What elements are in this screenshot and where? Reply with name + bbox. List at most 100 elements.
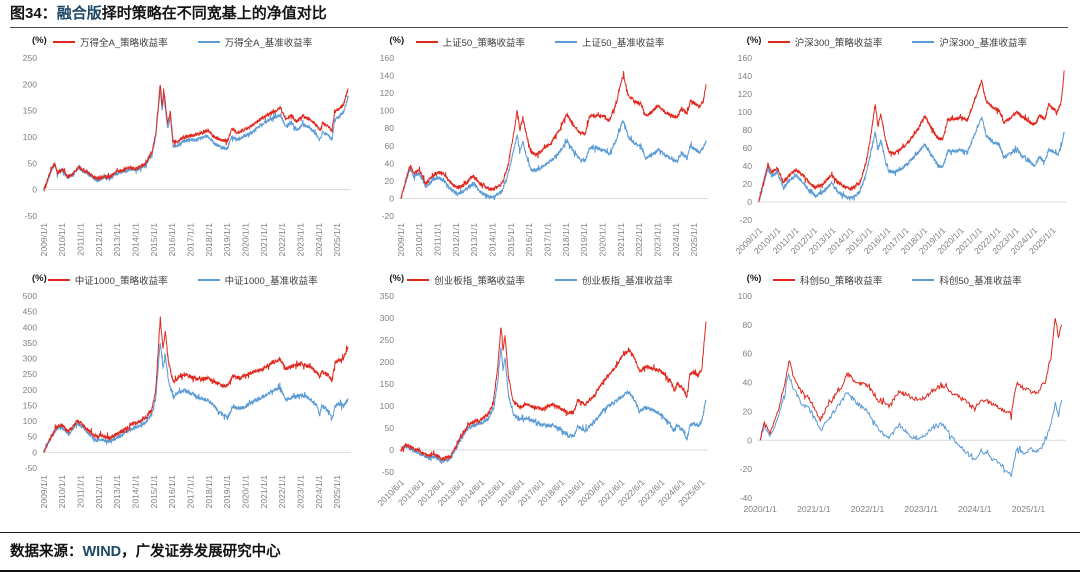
y-tick-label: 500 xyxy=(23,291,38,301)
legend-label: 创业板指_基准收益率 xyxy=(581,276,673,287)
chart-legend: (%) 科创50_策略收益率 科创50_基准收益率 xyxy=(721,270,1074,290)
x-tick-label: 2023/1/1 xyxy=(904,504,938,514)
x-tick-label: 2012/1/1 xyxy=(94,223,104,257)
y-axis-unit-label: (%) xyxy=(389,35,405,46)
x-tick-label: 2021/1/1 xyxy=(616,223,626,257)
y-tick-label: 0 xyxy=(747,435,752,445)
series-line-benchmark xyxy=(759,372,1062,477)
x-tick-label: 2017/1/1 xyxy=(186,475,196,509)
legend-swatch xyxy=(407,278,430,282)
x-tick-label: 2022/1/1 xyxy=(635,223,645,257)
legend-label: 科创50_基准收益率 xyxy=(939,276,1022,287)
y-tick-label: 20 xyxy=(742,406,752,416)
y-axis-unit-label: (%) xyxy=(32,35,47,46)
y-tick-label: 80 xyxy=(385,123,395,133)
chart-legend: (%) 万得全A_策略收益率 万得全A_基准收益率 xyxy=(6,32,359,52)
figure-title: 图34：融合版择时策略在不同宽基上的净值对比 xyxy=(10,5,1068,23)
y-axis-unit-label: (%) xyxy=(746,35,762,46)
x-tick-label: 2025/1/1 xyxy=(332,223,342,257)
series-line-benchmark xyxy=(43,88,349,190)
x-tick-label: 2009/1/1 xyxy=(39,475,49,509)
x-tick-label: 2020/1/1 xyxy=(241,223,251,257)
x-tick-label: 2011/1/1 xyxy=(433,223,443,256)
y-tick-label: 0 xyxy=(32,447,37,457)
y-tick-label: 20 xyxy=(385,176,395,186)
footer-source-bar: 数据来源：WIND，广发证券发展研究中心 xyxy=(0,532,1080,572)
y-tick-label: -50 xyxy=(25,463,38,473)
series-line-benchmark xyxy=(43,342,349,453)
x-tick-label: 2016/1/1 xyxy=(525,223,535,257)
y-tick-label: 250 xyxy=(23,53,38,63)
y-tick-label: 100 xyxy=(737,107,752,117)
chart-legend: (%) 沪深300_策略收益率 沪深300_基准收益率 xyxy=(721,32,1074,52)
y-tick-label: 140 xyxy=(737,71,752,81)
x-tick-label: 2020/1/1 xyxy=(743,504,777,514)
x-tick-label: 2014/1/1 xyxy=(131,223,141,257)
x-tick-label: 2022/1/1 xyxy=(850,504,884,514)
y-tick-label: 60 xyxy=(742,349,752,359)
legend-label: 上证50_策略收益率 xyxy=(442,38,525,49)
x-tick-label: 2024/1/1 xyxy=(314,475,324,509)
legend-item: 上证50_基准收益率 xyxy=(554,35,664,49)
y-tick-label: 100 xyxy=(380,106,395,116)
figure-title-rest: 择时策略在不同宽基上的净值对比 xyxy=(101,5,327,22)
x-tick-label: 2020/1/1 xyxy=(241,475,251,509)
legend-label: 万得全A_策略收益率 xyxy=(80,38,168,49)
x-tick-label: 2021/1/1 xyxy=(797,504,831,514)
legend-swatch xyxy=(554,278,577,282)
legend-item: 中证1000_策略收益率 xyxy=(47,273,168,287)
chart-star50: (%) 科创50_策略收益率 科创50_基准收益率 -40 -20 0 20 40 60 80 10… xyxy=(721,270,1074,522)
y-tick-label: 140 xyxy=(380,71,395,81)
y-tick-label: 150 xyxy=(23,400,38,410)
y-tick-label: 250 xyxy=(23,369,38,379)
y-tick-label: 100 xyxy=(23,132,38,142)
legend-item: 中证1000_基准收益率 xyxy=(197,273,318,287)
x-tick-label: 2015/1/1 xyxy=(149,475,159,509)
chart-canvas: -200204060801001201401602009/1/12010/1/1… xyxy=(733,53,1066,256)
y-tick-label: -50 xyxy=(25,211,38,221)
x-tick-label: 2021/1/1 xyxy=(259,475,269,509)
legend-item: 万得全A_策略收益率 xyxy=(53,35,168,49)
y-tick-label: 350 xyxy=(23,338,38,348)
x-tick-label: 2021/1/1 xyxy=(259,223,269,257)
x-tick-label: 2013/1/1 xyxy=(112,223,122,257)
x-tick-label: 2009/1/1 xyxy=(396,223,406,257)
series-line-benchmark xyxy=(400,119,708,201)
x-tick-label: 2018/1/1 xyxy=(204,475,214,509)
legend-item: 沪深300_策略收益率 xyxy=(767,35,883,49)
figure-header: 图34：融合版择时策略在不同宽基上的净值对比 xyxy=(0,0,1080,28)
y-axis-unit-label: (%) xyxy=(32,273,47,284)
series-line-strategy xyxy=(757,70,1065,203)
y-tick-label: 80 xyxy=(742,320,752,330)
x-tick-label: 2010/1/1 xyxy=(57,223,67,257)
chart-canvas: -50 0 50 100 150 200 250 300 350 400 450 500 2009/1/… xyxy=(23,291,351,509)
x-tick-label: 2017/1/1 xyxy=(543,223,553,257)
x-tick-label: 2022/1/1 xyxy=(277,475,287,509)
legend-item: 沪深300_基准收益率 xyxy=(912,35,1027,49)
y-tick-label: 250 xyxy=(380,335,395,345)
data-source-text: 数据来源：WIND，广发证券发展研究中心 xyxy=(10,540,1068,561)
legend-swatch xyxy=(912,278,935,282)
x-tick-label: 2013/1/1 xyxy=(470,223,480,257)
x-tick-label: 2022/1/1 xyxy=(277,223,287,257)
y-tick-label: -20 xyxy=(382,211,395,221)
x-tick-label: 2011/1/1 xyxy=(76,475,86,508)
y-tick-label: 60 xyxy=(385,141,395,151)
chart-csi1000: (%) 中证1000_策略收益率 中证1000_基准收益率 -50 0 50 100 150 2… xyxy=(6,270,359,522)
y-tick-label: 200 xyxy=(23,79,38,89)
series-line-strategy xyxy=(400,70,707,199)
title-divider xyxy=(10,27,1068,28)
y-tick-label: 40 xyxy=(385,158,395,168)
x-tick-label: 2023/1/1 xyxy=(653,223,663,257)
figure-title-highlight: 融合版 xyxy=(56,5,102,22)
series-line-benchmark xyxy=(401,347,707,465)
y-tick-label: 100 xyxy=(380,401,395,411)
y-tick-label: 450 xyxy=(23,307,38,317)
source-label: 数据来源： xyxy=(10,544,83,560)
chart-legend: (%) 创业板指_策略收益率 创业板指_基准收益率 xyxy=(363,270,716,290)
figure-footer: 数据来源：WIND，广发证券发展研究中心 xyxy=(0,532,1080,572)
legend-label: 沪深300_策略收益率 xyxy=(794,38,883,49)
y-tick-label: -50 xyxy=(382,467,395,477)
x-tick-label: 2015/1/1 xyxy=(506,223,516,257)
